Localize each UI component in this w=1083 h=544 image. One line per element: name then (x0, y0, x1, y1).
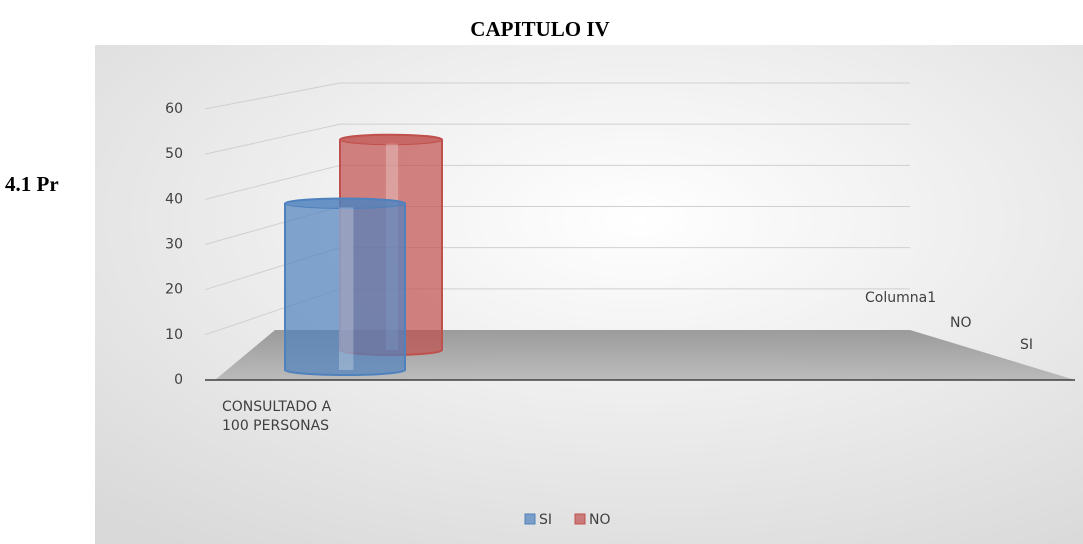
bar-top (339, 134, 443, 146)
bar-highlight (339, 207, 354, 370)
y-tick-label: 50 (165, 146, 183, 162)
section-heading: 4.1 Pr (5, 172, 59, 196)
x-tick-label-line: CONSULTADO A (222, 399, 332, 415)
grid-line (204, 82, 910, 110)
legend-swatch (524, 513, 536, 525)
y-tick-label: 30 (165, 237, 183, 253)
y-tick-label: 20 (165, 282, 183, 298)
legend-label: SI (539, 512, 552, 528)
x-tick-label: CONSULTADO A 100 PERSONAS (222, 399, 332, 434)
grid-line (204, 123, 910, 155)
legend-label: NO (589, 512, 611, 528)
legend-swatch (574, 513, 586, 525)
depth-label: Columna1 (865, 290, 936, 306)
bar-top (284, 198, 406, 210)
chart-area (95, 45, 1083, 544)
heading: CAPITULO IV (470, 17, 609, 41)
y-tick-label: 10 (165, 327, 183, 343)
x-tick-label-line: 100 PERSONAS (222, 418, 329, 434)
y-tick-label: 40 (165, 191, 183, 207)
y-tick-label: 60 (165, 101, 183, 117)
depth-label: SI (1020, 337, 1033, 353)
y-tick-label: 0 (174, 372, 183, 388)
depth-label: NO (950, 315, 972, 331)
